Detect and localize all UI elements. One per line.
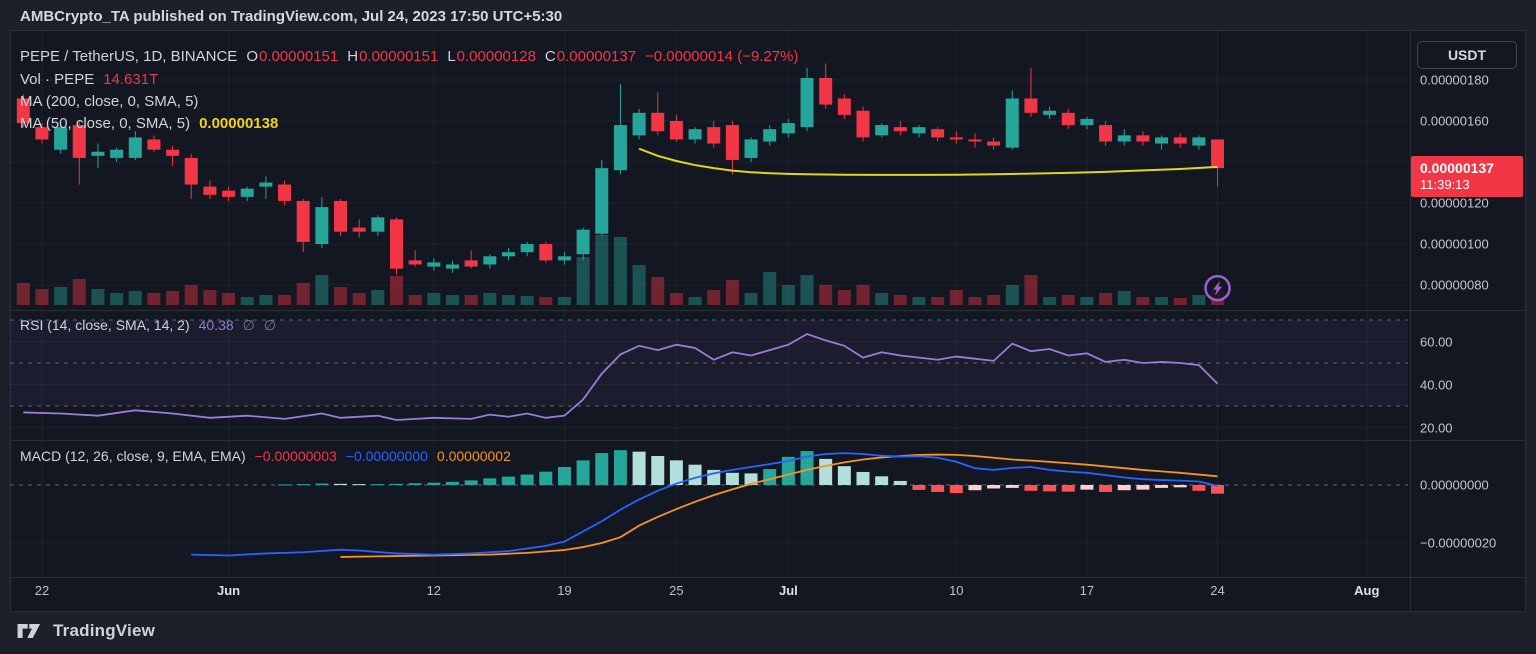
rsi-empty-set-icon: ∅	[263, 316, 277, 333]
ohlc-open: O 0.00000151	[246, 47, 339, 65]
time-tick-label: 19	[557, 583, 572, 598]
volume-value: 14.631T	[103, 70, 159, 88]
ma200-legend-row[interactable]: MA (200, close, 0, SMA, 5)	[20, 92, 198, 110]
ohlc-low: L 0.00000128	[447, 47, 536, 65]
time-tick-label: Jul	[778, 583, 798, 598]
time-tick-label: Aug	[1354, 583, 1380, 598]
time-tick-label: 24	[1210, 583, 1225, 598]
macd-signal-value: 0.00000002	[436, 448, 511, 464]
last-price-value: 0.00000137	[1420, 159, 1494, 176]
rsi-label: RSI (14, close, SMA, 14, 2)	[20, 317, 190, 333]
rsi-legend-row[interactable]: RSI (14, close, SMA, 14, 2) 40.38 ∅ ∅	[20, 316, 276, 334]
price-tick-label: 0.00000100	[1420, 236, 1489, 252]
time-tick-label: Jun	[216, 583, 241, 598]
volume-label: Vol · PEPE	[20, 70, 95, 88]
price-tick-label: 0.00000160	[1420, 113, 1489, 129]
volume-legend-row[interactable]: Vol · PEPE 14.631T	[20, 70, 158, 88]
ma50-legend-row[interactable]: MA (50, close, 0, SMA, 5) 0.00000138	[20, 114, 278, 132]
time-tick-label: 17	[1079, 583, 1095, 598]
ma50-value: 0.00000138	[199, 114, 279, 132]
bar-countdown: 11:39:13	[1420, 177, 1470, 193]
tradingview-logo-icon	[17, 624, 41, 638]
macd-line-value: −0.00000000	[345, 448, 428, 464]
time-tick-label: 25	[669, 583, 684, 598]
tradingview-footer-link[interactable]: TradingView	[16, 620, 155, 642]
rsi-tick-label: 20.00	[1420, 420, 1453, 435]
ma50-label: MA (50, close, 0, SMA, 5)	[20, 114, 191, 132]
macd-hist-value: −0.00000003	[254, 448, 337, 464]
macd-legend-row[interactable]: MACD (12, 26, close, 9, EMA, EMA) −0.000…	[20, 447, 511, 465]
rsi-value: 40.38	[198, 317, 234, 333]
currency-toggle-button[interactable]: USDT	[1417, 41, 1517, 69]
rsi-empty-set-icon: ∅	[242, 316, 255, 333]
macd-label: MACD (12, 26, close, 9, EMA, EMA)	[20, 448, 246, 464]
time-tick-label: 12	[426, 583, 442, 598]
rsi-tick-label: 60.00	[1420, 334, 1453, 349]
time-tick-label: 22	[34, 583, 50, 598]
change-value: −0.00000014 (−9.27%)	[645, 47, 799, 65]
macd-tick-label: −0.00000020	[1420, 535, 1497, 551]
ohlc-close: C 0.00000137	[544, 47, 637, 65]
tradingview-brand-text: TradingView	[53, 621, 156, 640]
rsi-tick-label: 40.00	[1420, 377, 1453, 392]
macd-tick-label: 0.00000000	[1420, 477, 1489, 493]
price-tick-label: 0.00000120	[1420, 195, 1489, 211]
ma200-label: MA (200, close, 0, SMA, 5)	[20, 92, 199, 110]
last-price-badge: 0.00000137 11:39:13	[1411, 156, 1523, 198]
symbol-title: PEPE / TetherUS, 1D, BINANCE	[20, 47, 238, 65]
price-tick-label: 0.00000180	[1420, 72, 1489, 88]
price-axis[interactable]	[1410, 30, 1526, 577]
symbol-legend-row[interactable]: PEPE / TetherUS, 1D, BINANCE O 0.00000151…	[20, 47, 798, 65]
price-tick-label: 0.00000080	[1420, 277, 1489, 293]
attribution-text: AMBCrypto_TA published on TradingView.co…	[20, 8, 563, 25]
time-tick-label: 10	[949, 583, 964, 598]
chart-plot-area[interactable]	[10, 30, 1410, 577]
ohlc-high: H 0.00000151	[347, 47, 439, 65]
